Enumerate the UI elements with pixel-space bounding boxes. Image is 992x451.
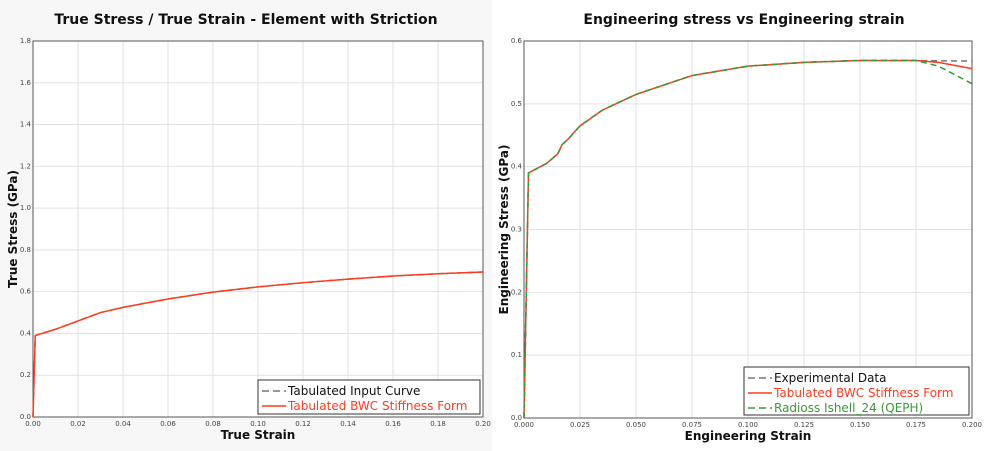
x-tick-label: 0.100 bbox=[738, 421, 758, 429]
x-tick-label: 0.08 bbox=[205, 420, 221, 428]
x-tick-label: 0.06 bbox=[160, 420, 176, 428]
legend-label: Radioss Ishell_24 (QEPH) bbox=[774, 401, 923, 415]
x-tick-label: 0.000 bbox=[514, 421, 534, 429]
y-tick-label: 0.1 bbox=[511, 351, 522, 359]
x-tick-label: 0.125 bbox=[794, 421, 814, 429]
x-tick-label: 0.10 bbox=[250, 420, 266, 428]
y-tick-label: 0.8 bbox=[20, 246, 31, 254]
x-tick-label: 0.02 bbox=[70, 420, 86, 428]
true-stress-chart: 0.00 0.02 0.04 0.06 0.08 0.10 0.12 0.14 0.16 0.18… bbox=[6, 37, 491, 442]
x-tick-label: 0.00 bbox=[25, 420, 41, 428]
y-tick-label: 1.8 bbox=[20, 37, 31, 45]
chart-title: True Stress / True Strain - Element with… bbox=[54, 12, 438, 28]
x-tick-label: 0.175 bbox=[906, 421, 926, 429]
series-line bbox=[32, 271, 484, 418]
y-tick-label: 0.0 bbox=[511, 414, 522, 422]
y-tick-label: 0.6 bbox=[511, 37, 523, 45]
x-tick-label: 0.025 bbox=[570, 421, 590, 429]
chart-title: Engineering stress vs Engineering strain bbox=[583, 12, 905, 28]
x-axis-label: True Strain bbox=[221, 428, 296, 442]
legend-box bbox=[743, 366, 970, 416]
y-tick-label: 0.2 bbox=[20, 371, 31, 379]
x-tick-label: 0.14 bbox=[340, 420, 356, 428]
engineering-stress-chart-panel: Engineering stress vs Engineering strain… bbox=[496, 0, 992, 451]
x-tick-label: 0.12 bbox=[295, 420, 311, 428]
y-tick-label: 1.2 bbox=[20, 162, 31, 170]
x-tick-label: 0.20 bbox=[475, 420, 491, 428]
y-axis-label: True Stress (GPa) bbox=[6, 170, 20, 288]
x-tick-label: 0.04 bbox=[115, 420, 131, 428]
y-tick-label: 0.3 bbox=[511, 226, 522, 234]
y-tick-label: 1.0 bbox=[20, 204, 31, 212]
x-tick-label: 0.18 bbox=[430, 420, 446, 428]
x-tick-label: 0.075 bbox=[682, 421, 702, 429]
y-tick-label: 0.5 bbox=[511, 100, 522, 108]
y-axis-label: Engineering Stress (GPa) bbox=[497, 145, 511, 315]
x-tick-label: 0.050 bbox=[626, 421, 646, 429]
legend-box bbox=[257, 379, 481, 415]
y-tick-label: 1.4 bbox=[20, 121, 32, 129]
true-stress-chart-panel: True Stress / True Strain - Element with… bbox=[0, 0, 492, 451]
y-tick-label: 0.0 bbox=[20, 413, 31, 421]
y-tick-label: 0.2 bbox=[511, 288, 522, 296]
x-tick-label: 0.16 bbox=[385, 420, 401, 428]
legend-label: Tabulated Input Curve bbox=[287, 384, 420, 398]
plot-frame bbox=[523, 40, 973, 419]
engineering-stress-chart: 0.000 0.025 0.050 0.075 0.100 0.125 0.150 0.175… bbox=[497, 37, 982, 443]
x-tick-label: 0.200 bbox=[962, 421, 982, 429]
legend-label: Tabulated BWC Stiffness Form bbox=[773, 386, 953, 400]
x-tick-label: 0.150 bbox=[850, 421, 870, 429]
y-tick-label: 0.4 bbox=[20, 329, 32, 337]
legend-label: Tabulated BWC Stiffness Form bbox=[287, 399, 467, 413]
legend-label: Experimental Data bbox=[774, 371, 887, 385]
y-tick-label: 0.6 bbox=[20, 288, 32, 296]
y-tick-label: 0.4 bbox=[511, 163, 523, 171]
series-line bbox=[523, 59, 973, 419]
x-axis-label: Engineering Strain bbox=[685, 429, 812, 443]
plot-frame bbox=[32, 40, 484, 418]
y-tick-label: 1.6 bbox=[20, 79, 32, 87]
